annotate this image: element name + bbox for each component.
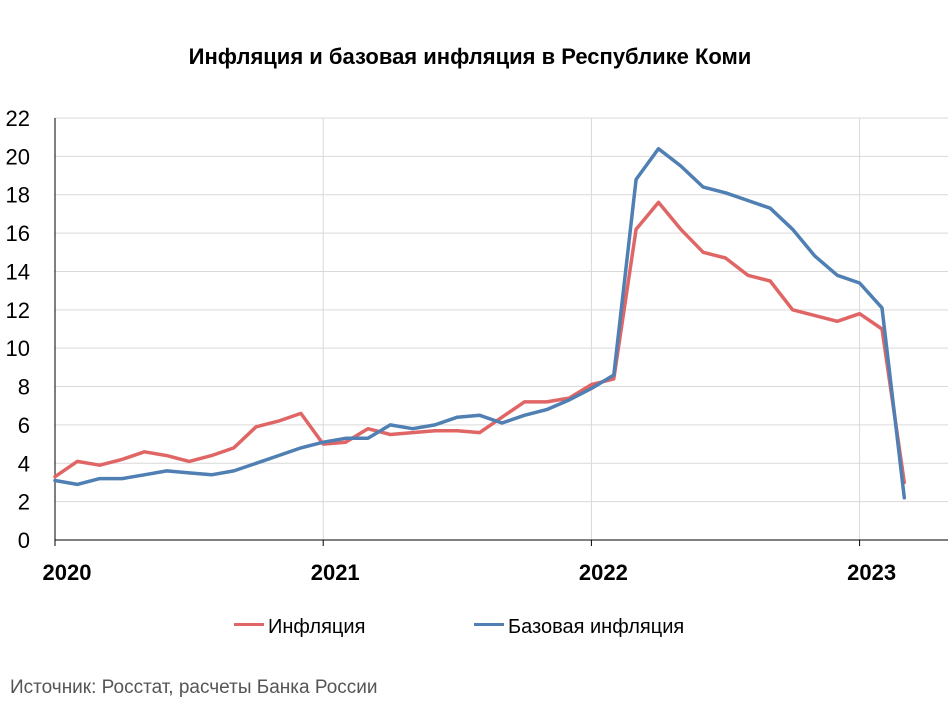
y-tick-label: 4 (18, 451, 30, 476)
legend-label-core-inflation: Базовая инфляция (508, 616, 685, 638)
x-tick-label: 2021 (311, 560, 360, 585)
legend-swatch-core-inflation (474, 623, 504, 627)
legend-item-core-inflation: Базовая инфляция (474, 616, 684, 639)
y-tick-label: 6 (18, 413, 30, 438)
y-tick-labels: 0 2 4 6 8 10 12 14 16 18 20 22 (6, 106, 30, 553)
series-line-inflation (53, 200, 907, 485)
y-tick-label: 22 (6, 106, 30, 131)
legend-swatch-inflation (234, 623, 264, 627)
source-note: Источник: Росстат, расчеты Банка России (10, 677, 378, 698)
y-tick-label: 16 (6, 221, 30, 246)
x-tick-label: 2020 (43, 560, 92, 585)
y-tick-label: 12 (6, 298, 30, 323)
y-tick-label: 2 (18, 490, 30, 515)
series-line-core-inflation (53, 146, 907, 500)
legend-item-inflation: Инфляция (234, 616, 365, 639)
chart-title: Инфляция и базовая инфляция в Республике… (188, 44, 752, 69)
series-lines (53, 146, 907, 500)
y-tick-label: 0 (18, 528, 30, 553)
axes (54, 118, 948, 546)
y-tick-label: 20 (6, 144, 30, 169)
y-tick-label: 18 (6, 183, 30, 208)
y-tick-label: 8 (18, 375, 30, 400)
x-tick-labels: 2020 2021 2022 2023 (43, 560, 897, 585)
y-tick-label: 14 (6, 259, 30, 284)
legend-label-inflation: Инфляция (268, 616, 366, 638)
y-tick-label: 10 (6, 336, 30, 361)
x-tick-label: 2023 (847, 560, 896, 585)
grid-lines (55, 117, 948, 540)
x-tick-label: 2022 (579, 560, 628, 585)
